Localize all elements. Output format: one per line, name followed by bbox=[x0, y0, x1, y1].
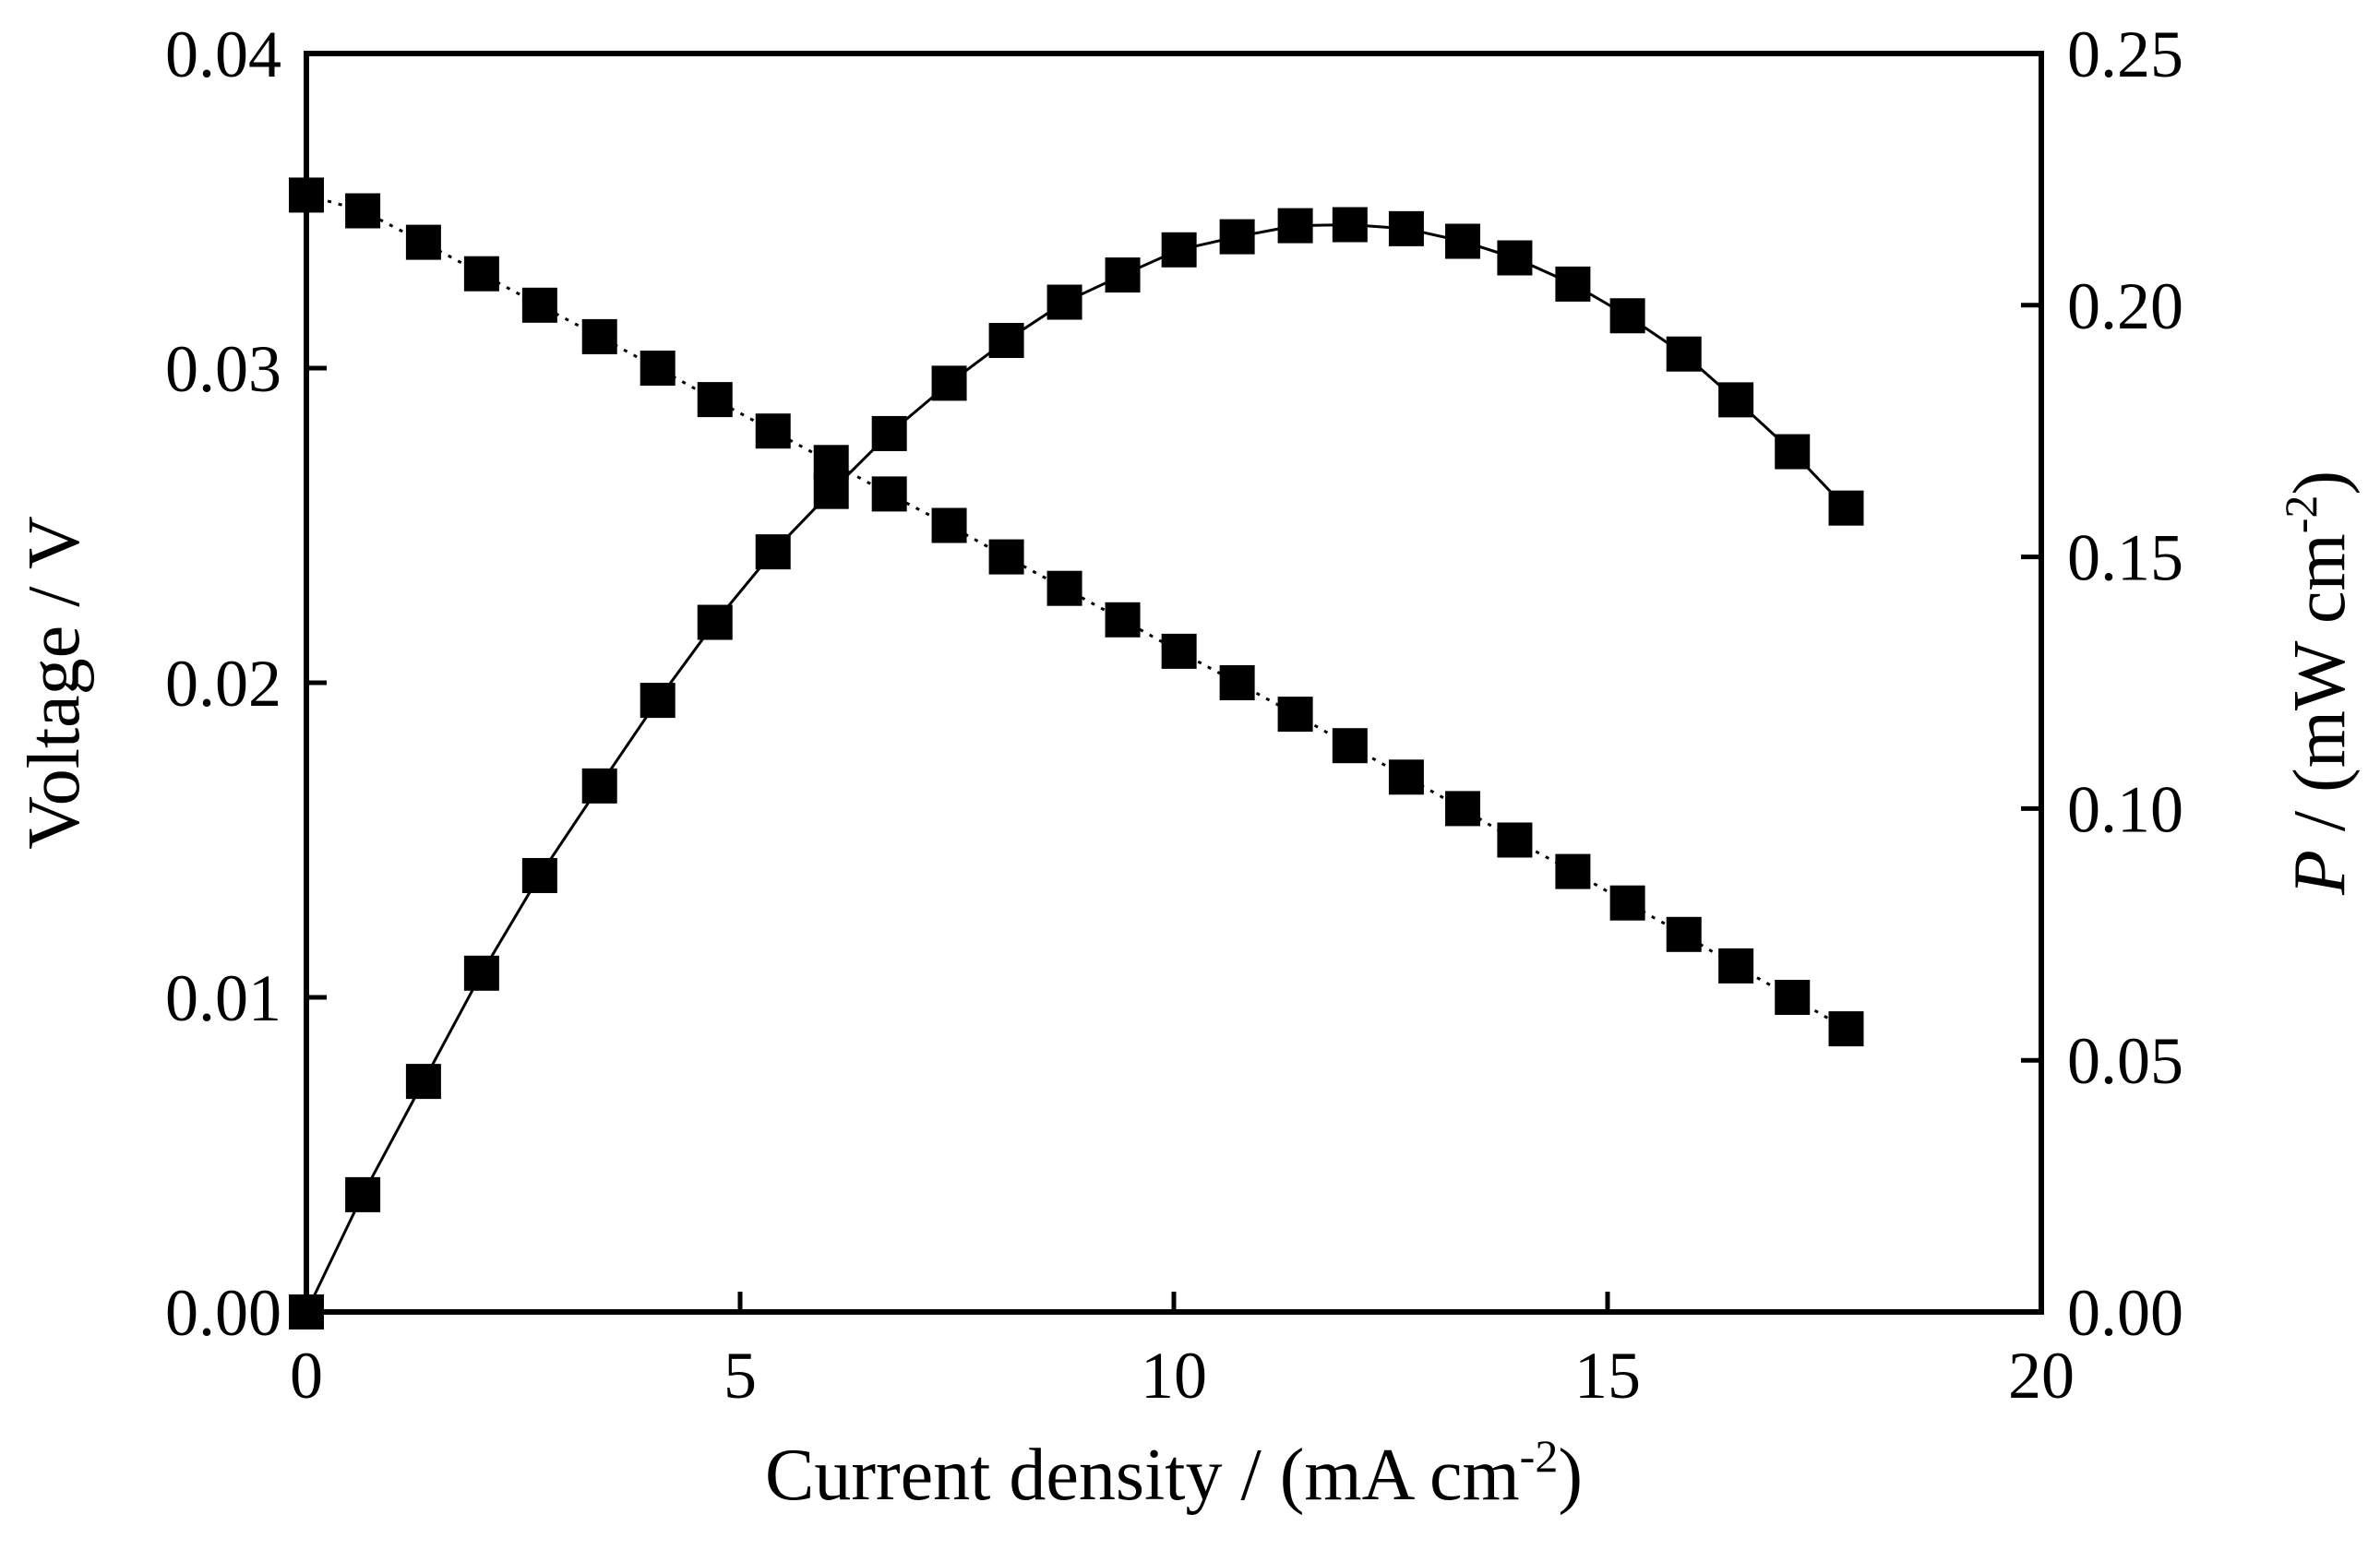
data-point bbox=[1219, 219, 1255, 255]
data-point bbox=[581, 318, 617, 354]
y2-title-italic: P bbox=[2279, 850, 2361, 896]
data-point bbox=[1609, 298, 1645, 334]
data-point bbox=[1277, 697, 1313, 733]
x-tick-label: 10 bbox=[1141, 1339, 1207, 1413]
y-tick-label: 0.01 bbox=[165, 961, 281, 1035]
data-point bbox=[871, 415, 907, 451]
data-point bbox=[521, 287, 557, 323]
data-point bbox=[1775, 434, 1811, 470]
data-point bbox=[463, 955, 499, 991]
data-point bbox=[405, 224, 441, 260]
series-line bbox=[305, 194, 1848, 1031]
data-point bbox=[521, 857, 557, 893]
data-point bbox=[813, 473, 849, 509]
data-point bbox=[1105, 257, 1141, 293]
data-point bbox=[1609, 885, 1645, 921]
data-point bbox=[1445, 223, 1481, 259]
data-point bbox=[1497, 822, 1533, 858]
data-point bbox=[1828, 490, 1864, 526]
data-point bbox=[289, 177, 324, 213]
data-point bbox=[988, 322, 1024, 358]
plot-frame bbox=[304, 51, 2044, 1315]
data-point bbox=[931, 365, 967, 401]
data-point bbox=[1497, 240, 1533, 276]
y2-tick-label: 0.00 bbox=[2067, 1276, 2183, 1350]
y2-tick-label: 0.25 bbox=[2067, 18, 2183, 91]
data-point bbox=[755, 534, 791, 570]
y2-tick-label: 0.15 bbox=[2067, 521, 2183, 595]
data-point bbox=[1666, 916, 1702, 952]
y2-title-end: ) bbox=[2279, 471, 2361, 495]
data-point bbox=[463, 256, 499, 292]
x-tick-label: 5 bbox=[724, 1339, 757, 1413]
data-point bbox=[1046, 570, 1082, 606]
y2-title-text: / (mW cm bbox=[2279, 533, 2361, 850]
y2-title-sup: -2 bbox=[2275, 495, 2326, 534]
data-point bbox=[345, 193, 381, 229]
data-point bbox=[755, 413, 791, 449]
data-point bbox=[1718, 382, 1754, 418]
data-point bbox=[640, 351, 676, 386]
x-title-text: Current density / (mA cm bbox=[765, 1435, 1520, 1516]
data-point bbox=[289, 1294, 324, 1329]
data-point bbox=[1388, 210, 1424, 246]
y2-tick-label: 0.10 bbox=[2067, 772, 2183, 846]
data-point bbox=[1555, 853, 1591, 889]
x-title-end: ) bbox=[1558, 1435, 1583, 1516]
data-point bbox=[405, 1064, 441, 1100]
data-point bbox=[1161, 232, 1197, 268]
data-point bbox=[1445, 791, 1481, 827]
data-point bbox=[581, 768, 617, 804]
series-line bbox=[305, 223, 1848, 1313]
data-point bbox=[345, 1176, 381, 1212]
data-point bbox=[1388, 759, 1424, 795]
data-point bbox=[1828, 1011, 1864, 1047]
y2-axis-title: P / (mW cm-2) bbox=[2275, 471, 2361, 896]
data-point bbox=[1161, 633, 1197, 669]
data-point bbox=[697, 604, 733, 640]
data-point bbox=[871, 476, 907, 512]
data-point bbox=[697, 382, 733, 418]
data-point bbox=[1219, 665, 1255, 700]
data-point bbox=[1666, 336, 1702, 372]
data-point bbox=[1555, 266, 1591, 302]
data-point bbox=[1718, 948, 1754, 984]
data-point bbox=[1775, 980, 1811, 1015]
x-title-sup: -2 bbox=[1520, 1430, 1559, 1482]
y-axis-title: Voltage / V bbox=[14, 516, 95, 849]
x-tick-label: 20 bbox=[2008, 1339, 2075, 1413]
y-tick-label: 0.04 bbox=[165, 18, 281, 91]
y-tick-label: 0.00 bbox=[165, 1276, 281, 1350]
data-point bbox=[1332, 207, 1368, 243]
x-tick-label: 0 bbox=[290, 1339, 323, 1413]
data-point bbox=[640, 683, 676, 719]
data-point bbox=[1332, 728, 1368, 764]
x-tick-label: 15 bbox=[1574, 1339, 1641, 1413]
data-point bbox=[931, 507, 967, 543]
data-point bbox=[1046, 284, 1082, 320]
y-tick-label: 0.02 bbox=[165, 647, 281, 721]
data-point bbox=[1105, 602, 1141, 638]
data-point bbox=[1277, 208, 1313, 244]
y2-tick-label: 0.05 bbox=[2067, 1024, 2183, 1098]
y-tick-label: 0.03 bbox=[165, 332, 281, 406]
data-point bbox=[988, 539, 1024, 575]
y2-tick-label: 0.20 bbox=[2067, 269, 2183, 343]
x-axis-title: Current density / (mA cm-2) bbox=[765, 1430, 1583, 1516]
